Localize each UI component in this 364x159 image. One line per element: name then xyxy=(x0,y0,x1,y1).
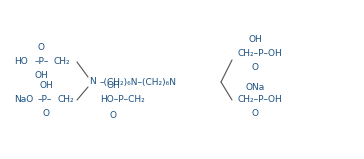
Text: HO–P–CH₂: HO–P–CH₂ xyxy=(100,96,145,104)
Text: CH₂–P–OH: CH₂–P–OH xyxy=(237,96,282,104)
Text: N: N xyxy=(88,77,95,86)
Text: NaO: NaO xyxy=(14,96,33,104)
Text: O: O xyxy=(110,111,116,121)
Text: ONa: ONa xyxy=(245,83,265,91)
Text: CH₂–P–OH: CH₂–P–OH xyxy=(237,49,282,59)
Text: HO: HO xyxy=(14,58,28,66)
Text: –(CH₂)₆N–(CH₂)₆N: –(CH₂)₆N–(CH₂)₆N xyxy=(100,77,177,86)
Text: CH₂: CH₂ xyxy=(57,96,74,104)
Text: OH: OH xyxy=(34,72,48,80)
Text: –P–: –P– xyxy=(35,58,50,66)
Text: O: O xyxy=(37,42,44,52)
Text: OH: OH xyxy=(248,35,262,45)
Text: CH₂: CH₂ xyxy=(54,58,71,66)
Text: –P–: –P– xyxy=(38,96,52,104)
Text: OH: OH xyxy=(106,82,120,90)
Text: O: O xyxy=(252,108,258,118)
Text: O: O xyxy=(252,62,258,72)
Text: O: O xyxy=(43,110,50,118)
Text: OH: OH xyxy=(39,82,53,90)
